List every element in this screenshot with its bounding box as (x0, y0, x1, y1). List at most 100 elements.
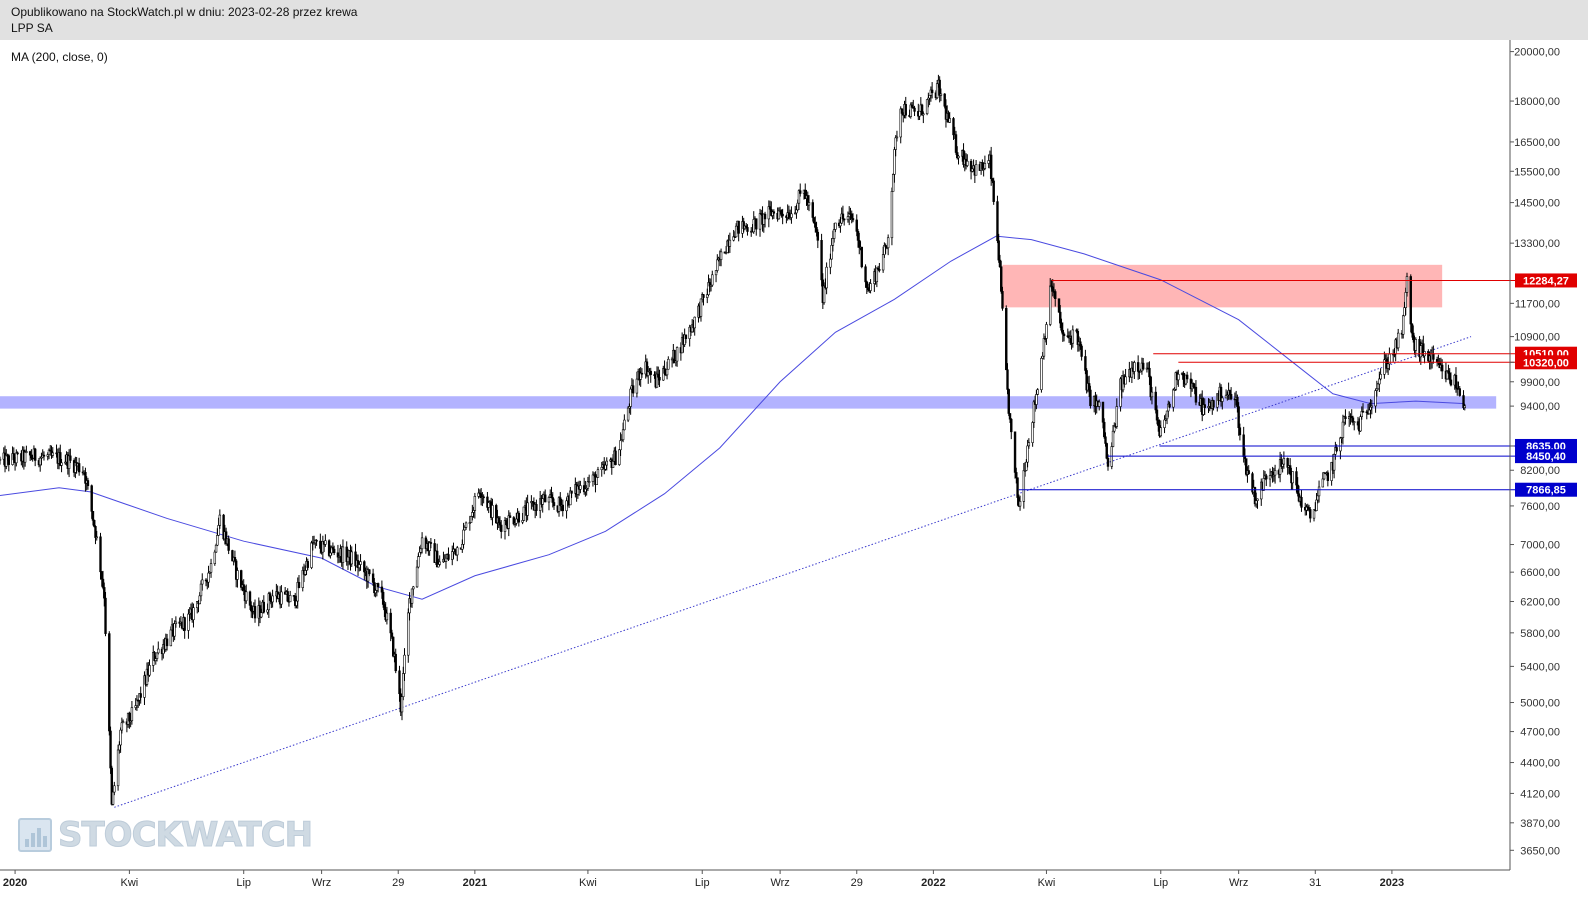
candle-body (419, 548, 423, 553)
candle-body (25, 451, 28, 453)
candle-body (832, 229, 836, 239)
candle-body (1001, 291, 1004, 309)
candle-body (1448, 372, 1451, 381)
y-tick-label: 18000,00 (1514, 96, 1560, 108)
candle-body (1432, 353, 1435, 360)
candle-body (209, 563, 213, 573)
x-tick-label: 2023 (1380, 877, 1404, 889)
candle-body (1238, 427, 1242, 436)
x-tick-label: Kwi (121, 877, 139, 889)
x-tick-label: Wrz (312, 877, 331, 889)
candle-body (716, 259, 719, 271)
candle-body (1221, 397, 1224, 402)
candle-body (1141, 362, 1145, 370)
candle-body (1321, 478, 1325, 488)
candle-body (207, 572, 210, 583)
y-tick-label: 6200,00 (1520, 597, 1560, 609)
candle-body (846, 216, 850, 221)
candle-body (1447, 370, 1450, 374)
candle-body (777, 210, 781, 220)
trendline-layer (114, 336, 1472, 808)
candle-body (1262, 478, 1265, 491)
candle-body (864, 266, 867, 283)
candle-body (559, 497, 562, 506)
candle-body (1409, 276, 1412, 325)
candle-body (101, 578, 105, 588)
y-tick-label: 5800,00 (1520, 628, 1560, 640)
level-tag-label: 7866,85 (1526, 485, 1566, 497)
candle-body (108, 633, 111, 732)
candle-body (346, 556, 350, 563)
candle-body (304, 570, 307, 575)
y-tick-label: 4700,00 (1520, 727, 1560, 739)
candle-body (497, 517, 500, 523)
candle-body (1115, 406, 1118, 427)
candle-body (997, 240, 1000, 261)
candle-body (1062, 333, 1066, 337)
candle-body (288, 595, 292, 603)
candle-body (1445, 370, 1449, 380)
candle-body (1016, 477, 1019, 498)
level-tag-label: 10320,00 (1523, 357, 1569, 369)
candle-body (187, 613, 190, 631)
candle-body (5, 455, 8, 467)
candle-body (1089, 389, 1092, 407)
candle-body (856, 231, 860, 241)
candle-body (869, 283, 872, 291)
candle-body (463, 527, 467, 531)
level-tag (1515, 449, 1577, 464)
candle-body (640, 372, 644, 375)
candle-body (296, 582, 299, 602)
candle-body (1378, 378, 1381, 385)
candle-body (1360, 411, 1363, 417)
candle-body (381, 591, 385, 605)
candle-body (737, 220, 740, 234)
candle-body (1383, 359, 1386, 375)
candle-body (1185, 374, 1189, 380)
candle-body (820, 240, 823, 281)
candle-body (1412, 332, 1415, 340)
candle-body (957, 155, 960, 159)
candle-body (324, 540, 327, 545)
candle-body (834, 222, 837, 230)
candle-body (359, 561, 362, 565)
candle-body (812, 217, 816, 224)
x-tick-label: 29 (392, 877, 404, 889)
x-tick-label: Wrz (770, 877, 789, 889)
candle-body (596, 469, 600, 478)
candle-body (1315, 499, 1318, 511)
candle-body (894, 137, 897, 150)
candle-body (59, 452, 62, 466)
candle-body (1203, 404, 1206, 408)
candle-body (1228, 390, 1232, 395)
candle-body (1376, 383, 1380, 390)
candle-body (1071, 329, 1075, 344)
candle-body (1054, 291, 1057, 300)
candle-body (42, 454, 46, 457)
candle-body (1463, 405, 1466, 409)
candle-body (38, 457, 42, 466)
candle-body (392, 636, 395, 657)
candle-body (515, 518, 518, 524)
candle-body (797, 190, 801, 204)
y-tick-label: 3650,00 (1520, 845, 1560, 857)
candle-body (541, 498, 544, 505)
candle-body (1136, 362, 1140, 372)
candle-body (626, 407, 630, 421)
candle-body (1286, 458, 1289, 468)
candle-body (928, 94, 931, 99)
candle-body (1410, 323, 1414, 334)
candle-body (1291, 471, 1294, 484)
candle-body (998, 259, 1002, 268)
candle-body (1359, 416, 1362, 432)
candle-body (471, 512, 474, 517)
candle-body (113, 785, 116, 793)
candle-body (1403, 307, 1406, 317)
candle-body (1155, 409, 1159, 421)
candle-body (245, 591, 248, 602)
candle-body (498, 522, 502, 526)
candle-body (1026, 445, 1029, 463)
candle-body (1008, 413, 1012, 420)
candle-body (103, 587, 106, 599)
candle-body (12, 453, 16, 461)
